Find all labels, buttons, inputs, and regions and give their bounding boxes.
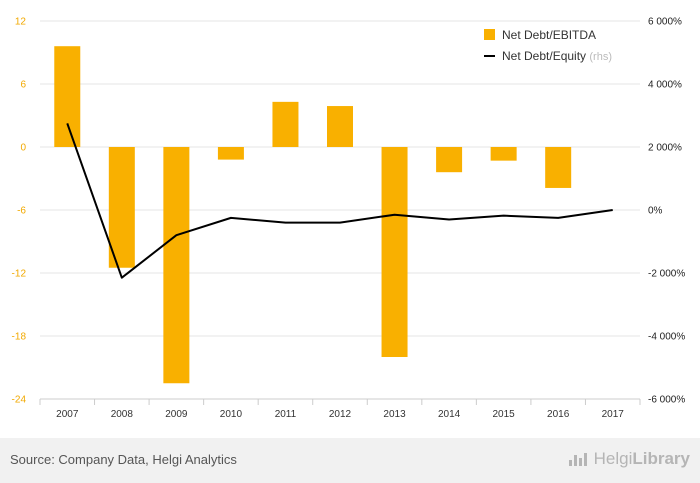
bar-2013 [381, 147, 408, 357]
bar-2015 [490, 147, 517, 161]
y-right-tick-label: 2 000% [648, 143, 682, 154]
net-debt-equity-line [66, 123, 613, 279]
bar-chart-icon [568, 453, 587, 466]
chart: 12 6 000% 6 4 000% 0 2 000% -6 0% -12 -2 000% -18 -… [12, 17, 686, 421]
legend-series-name: Net Debt/Equity [502, 49, 589, 63]
logo-text-helgi: Helgi [593, 449, 633, 468]
x-tick-label: 2010 [220, 409, 243, 420]
x-tick-label: 2007 [56, 409, 79, 420]
helgi-library-logo: HelgiLibrary [568, 449, 690, 469]
bar-2008 [108, 147, 135, 268]
y-left-tick-label: 12 [15, 17, 27, 28]
y-left-tick-label: -6 [17, 206, 26, 217]
y-right-tick-label: 4 000% [648, 80, 682, 91]
x-tick-label: 2011 [275, 409, 297, 420]
legend-rhs-suffix: (rhs) [589, 51, 612, 63]
y-left-tick-label: -12 [12, 269, 27, 280]
y-right-tick-label: 6 000% [648, 17, 682, 28]
bar-2016 [545, 147, 572, 188]
bar-2011 [272, 101, 299, 147]
bar-2009 [163, 147, 190, 384]
y-right-tick-label: -2 000% [648, 269, 685, 280]
y-right-tick-label: -4 000% [648, 332, 685, 343]
footer: Source: Company Data, Helgi Analytics He… [0, 438, 700, 483]
legend-swatch-net-debt-ebitda [484, 29, 495, 40]
bar-2010 [217, 147, 244, 160]
y-left-tick-label: -18 [12, 332, 27, 343]
x-tick-label: 2013 [383, 409, 406, 420]
y-left-tick-label: 0 [20, 143, 26, 154]
x-tick-label: 2017 [602, 409, 625, 420]
y-right-tick-label: 0% [648, 206, 663, 217]
y-right-tick-label: -6 000% [648, 395, 685, 406]
x-tick-label: 2012 [329, 409, 352, 420]
bar-2012 [327, 106, 353, 147]
x-tick-label: 2014 [438, 409, 461, 420]
legend-label-net-debt-ebitda: Net Debt/EBITDA [502, 28, 596, 42]
y-left-tick-label: 6 [20, 80, 26, 91]
x-tick-label: 2009 [165, 409, 188, 420]
logo-text-library: Library [632, 449, 690, 468]
x-tick-label: 2008 [111, 409, 134, 420]
source-note: Source: Company Data, Helgi Analytics [10, 452, 237, 467]
legend-label-net-debt-equity: Net Debt/Equity (rhs) [502, 49, 612, 63]
bar-2014 [436, 147, 463, 173]
x-tick-label: 2015 [493, 409, 516, 420]
y-left-tick-label: -24 [12, 395, 27, 406]
bar-2007 [54, 46, 81, 148]
x-tick-label: 2016 [547, 409, 570, 420]
